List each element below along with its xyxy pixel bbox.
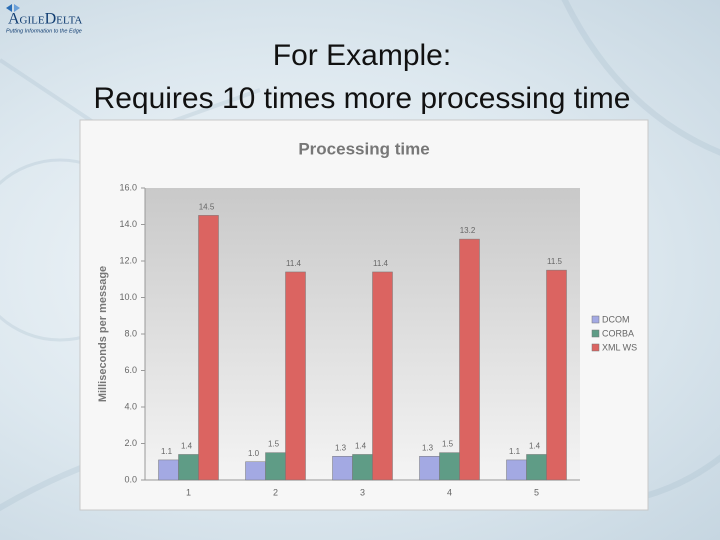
- bar: [245, 461, 266, 481]
- y-axis-title: Milliseconds per message: [97, 266, 109, 402]
- bar: [439, 452, 460, 481]
- value-label: 1.5: [268, 440, 280, 449]
- value-label: 1.4: [355, 442, 367, 451]
- value-label: 11.4: [373, 259, 389, 268]
- value-label: 1.1: [161, 447, 173, 456]
- legend-label: XML WS: [602, 342, 637, 352]
- legend-swatch: [591, 315, 600, 324]
- bar: [198, 215, 219, 481]
- value-label: 1.0: [248, 449, 260, 458]
- legend-swatch: [591, 329, 600, 338]
- y-tick-label: 8.0: [124, 328, 137, 338]
- y-tick-label: 2.0: [124, 438, 137, 448]
- x-tick-label: 3: [360, 487, 365, 497]
- bar: [526, 454, 547, 481]
- value-label: 14.5: [199, 202, 215, 211]
- logo-tagline: Putting Information to the Edge: [6, 28, 82, 34]
- bar: [332, 456, 353, 481]
- bar: [419, 456, 440, 481]
- y-tick-label: 14.0: [119, 219, 137, 229]
- bar: [265, 452, 286, 481]
- legend-label: DCOM: [602, 314, 630, 324]
- value-label: 1.3: [422, 443, 434, 452]
- value-label: 11.5: [547, 257, 563, 266]
- y-tick-label: 4.0: [124, 401, 137, 411]
- bar: [178, 454, 199, 481]
- bar: [459, 238, 480, 481]
- y-tick-label: 10.0: [119, 292, 137, 302]
- value-label: 1.4: [181, 442, 193, 451]
- logo-text: AgileDelta: [8, 11, 82, 28]
- value-label: 13.2: [460, 226, 476, 235]
- value-label: 11.4: [286, 259, 302, 268]
- logo: AgileDelta Putting Information to the Ed…: [6, 4, 82, 34]
- x-tick-label: 1: [186, 487, 191, 497]
- bar: [546, 269, 567, 481]
- slide-subtitle: Requires 10 times more processing time: [94, 82, 631, 115]
- y-tick-label: 16.0: [119, 182, 137, 192]
- value-label: 1.3: [335, 443, 347, 452]
- x-tick-label: 4: [447, 487, 452, 497]
- chart-title: Processing time: [298, 139, 429, 158]
- y-tick-label: 0.0: [124, 474, 137, 484]
- y-tick-label: 6.0: [124, 365, 137, 375]
- legend-label: CORBA: [602, 328, 634, 338]
- x-tick-label: 5: [534, 487, 539, 497]
- value-label: 1.4: [529, 442, 541, 451]
- y-tick-label: 12.0: [119, 255, 137, 265]
- bar: [506, 459, 527, 481]
- value-label: 1.1: [509, 447, 521, 456]
- bar: [352, 454, 373, 481]
- bar: [372, 271, 393, 481]
- bar: [158, 459, 179, 481]
- legend-swatch: [591, 343, 600, 352]
- value-label: 1.5: [442, 440, 454, 449]
- x-tick-label: 2: [273, 487, 278, 497]
- slide-title: For Example:: [273, 39, 451, 72]
- bar: [285, 271, 306, 481]
